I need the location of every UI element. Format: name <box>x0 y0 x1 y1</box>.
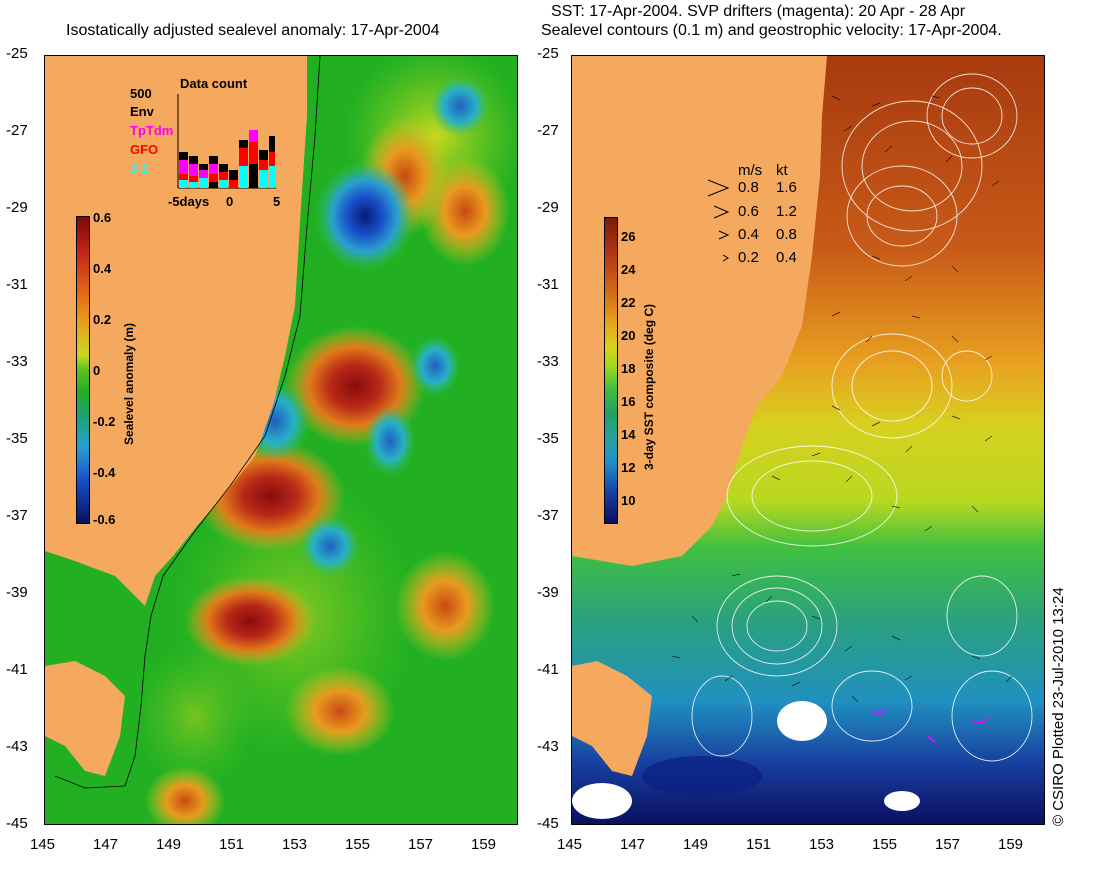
left-cb-tick-2: 0.2 <box>93 312 112 327</box>
inset-title: Data count <box>180 76 248 91</box>
left-panel-title: Isostatically adjusted sealevel anomaly:… <box>66 22 440 39</box>
inset-xtick-0: -5days <box>168 194 210 209</box>
right-lon-tick-3: 151 <box>746 836 772 853</box>
right-lat-tick-10: -45 <box>537 815 559 832</box>
left-lon-tick-2: 149 <box>156 836 182 853</box>
left-lat-tick-6: -37 <box>6 507 28 524</box>
right-lon-tick-4: 153 <box>809 836 835 853</box>
velocity-kt-2: 0.8 <box>776 226 797 243</box>
velocity-legend-header-kt: kt <box>776 162 788 179</box>
left-lat-tick-8: -41 <box>6 661 28 678</box>
left-cb-tick-0: 0.6 <box>93 210 112 225</box>
left-lat-tick-3: -31 <box>6 276 28 293</box>
left-lon-tick-3: 151 <box>219 836 245 853</box>
right-cb-tick-8: 10 <box>621 493 636 508</box>
left-lon-tick-4: 153 <box>282 836 308 853</box>
right-lon-tick-2: 149 <box>683 836 709 853</box>
right-lat-tick-8: -41 <box>537 661 559 678</box>
left-lat-tick-9: -43 <box>6 738 28 755</box>
left-cb-tick-3: 0 <box>93 363 101 378</box>
credit-text: © CSIRO Plotted 23-Jul-2010 13:24 <box>1050 587 1067 826</box>
left-lat-tick-10: -45 <box>6 815 28 832</box>
left-lon-tick-6: 157 <box>408 836 434 853</box>
right-lon-tick-6: 157 <box>935 836 961 853</box>
left-lon-tick-7: 159 <box>471 836 497 853</box>
velocity-legend-arrows <box>706 178 736 264</box>
left-lat-tick-4: -33 <box>6 353 28 370</box>
right-cb-tick-5: 16 <box>621 394 636 409</box>
left-colorbar-label: Sealevel anomaly (m) <box>122 322 136 445</box>
inset-series-env: Env <box>130 104 154 119</box>
right-lat-tick-2: -29 <box>537 199 559 216</box>
right-lat-tick-6: -37 <box>537 507 559 524</box>
right-lon-tick-7: 159 <box>998 836 1024 853</box>
left-cb-tick-6: -0.6 <box>93 512 116 527</box>
left-colorbar <box>76 216 90 524</box>
right-lat-tick-1: -27 <box>537 122 559 139</box>
right-cb-tick-4: 18 <box>621 361 636 376</box>
inset-ymax: 500 <box>130 86 152 101</box>
inset-histogram <box>176 94 276 190</box>
velocity-legend-header-ms: m/s <box>738 162 763 179</box>
left-lat-tick-1: -27 <box>6 122 28 139</box>
left-cb-tick-4: -0.2 <box>93 414 116 429</box>
left-lon-tick-1: 147 <box>93 836 119 853</box>
left-lat-tick-5: -35 <box>6 430 28 447</box>
left-lat-tick-7: -39 <box>6 584 28 601</box>
right-lon-tick-0: 145 <box>557 836 583 853</box>
inset-xtick-2: 5 <box>273 194 281 209</box>
right-panel-title-line2: Sealevel contours (0.1 m) and geostrophi… <box>541 22 1002 39</box>
left-cb-tick-1: 0.4 <box>93 261 112 276</box>
sealevel-anomaly-map <box>44 55 518 825</box>
sst-velocity-map <box>571 55 1045 825</box>
velocity-kt-3: 0.4 <box>776 249 797 266</box>
right-lon-tick-1: 147 <box>620 836 646 853</box>
left-lat-tick-0: -25 <box>6 45 28 62</box>
right-cb-tick-6: 14 <box>621 427 636 442</box>
velocity-ms-3: 0.2 <box>738 249 759 266</box>
right-colorbar <box>604 217 618 524</box>
velocity-kt-0: 1.6 <box>776 179 797 196</box>
velocity-ms-1: 0.6 <box>738 203 759 220</box>
inset-series-tptdm: TpTdm <box>130 123 174 138</box>
right-cb-tick-3: 20 <box>621 328 636 343</box>
right-cb-tick-7: 12 <box>621 460 636 475</box>
right-lon-tick-5: 155 <box>872 836 898 853</box>
right-lat-tick-7: -39 <box>537 584 559 601</box>
left-lon-tick-0: 145 <box>30 836 56 853</box>
inset-series-gfo: GFO <box>130 142 159 157</box>
right-cb-tick-0: 26 <box>621 229 636 244</box>
right-panel-title-line1: SST: 17-Apr-2004. SVP drifters (magenta)… <box>551 3 966 20</box>
right-colorbar-label: 3-day SST composite (deg C) <box>642 303 656 470</box>
right-cb-tick-2: 22 <box>621 295 636 310</box>
left-lon-tick-5: 155 <box>345 836 371 853</box>
right-lat-tick-4: -33 <box>537 353 559 370</box>
velocity-ms-0: 0.8 <box>738 179 759 196</box>
velocity-ms-2: 0.4 <box>738 226 759 243</box>
left-lat-tick-2: -29 <box>6 199 28 216</box>
left-cb-tick-5: -0.4 <box>93 465 116 480</box>
right-cb-tick-1: 24 <box>621 262 636 277</box>
right-lat-tick-9: -43 <box>537 738 559 755</box>
right-lat-tick-3: -31 <box>537 276 559 293</box>
right-lat-tick-5: -35 <box>537 430 559 447</box>
right-lat-tick-0: -25 <box>537 45 559 62</box>
inset-series-j1: J-1 <box>130 161 149 176</box>
inset-xtick-1: 0 <box>226 194 234 209</box>
velocity-kt-1: 1.2 <box>776 203 797 220</box>
